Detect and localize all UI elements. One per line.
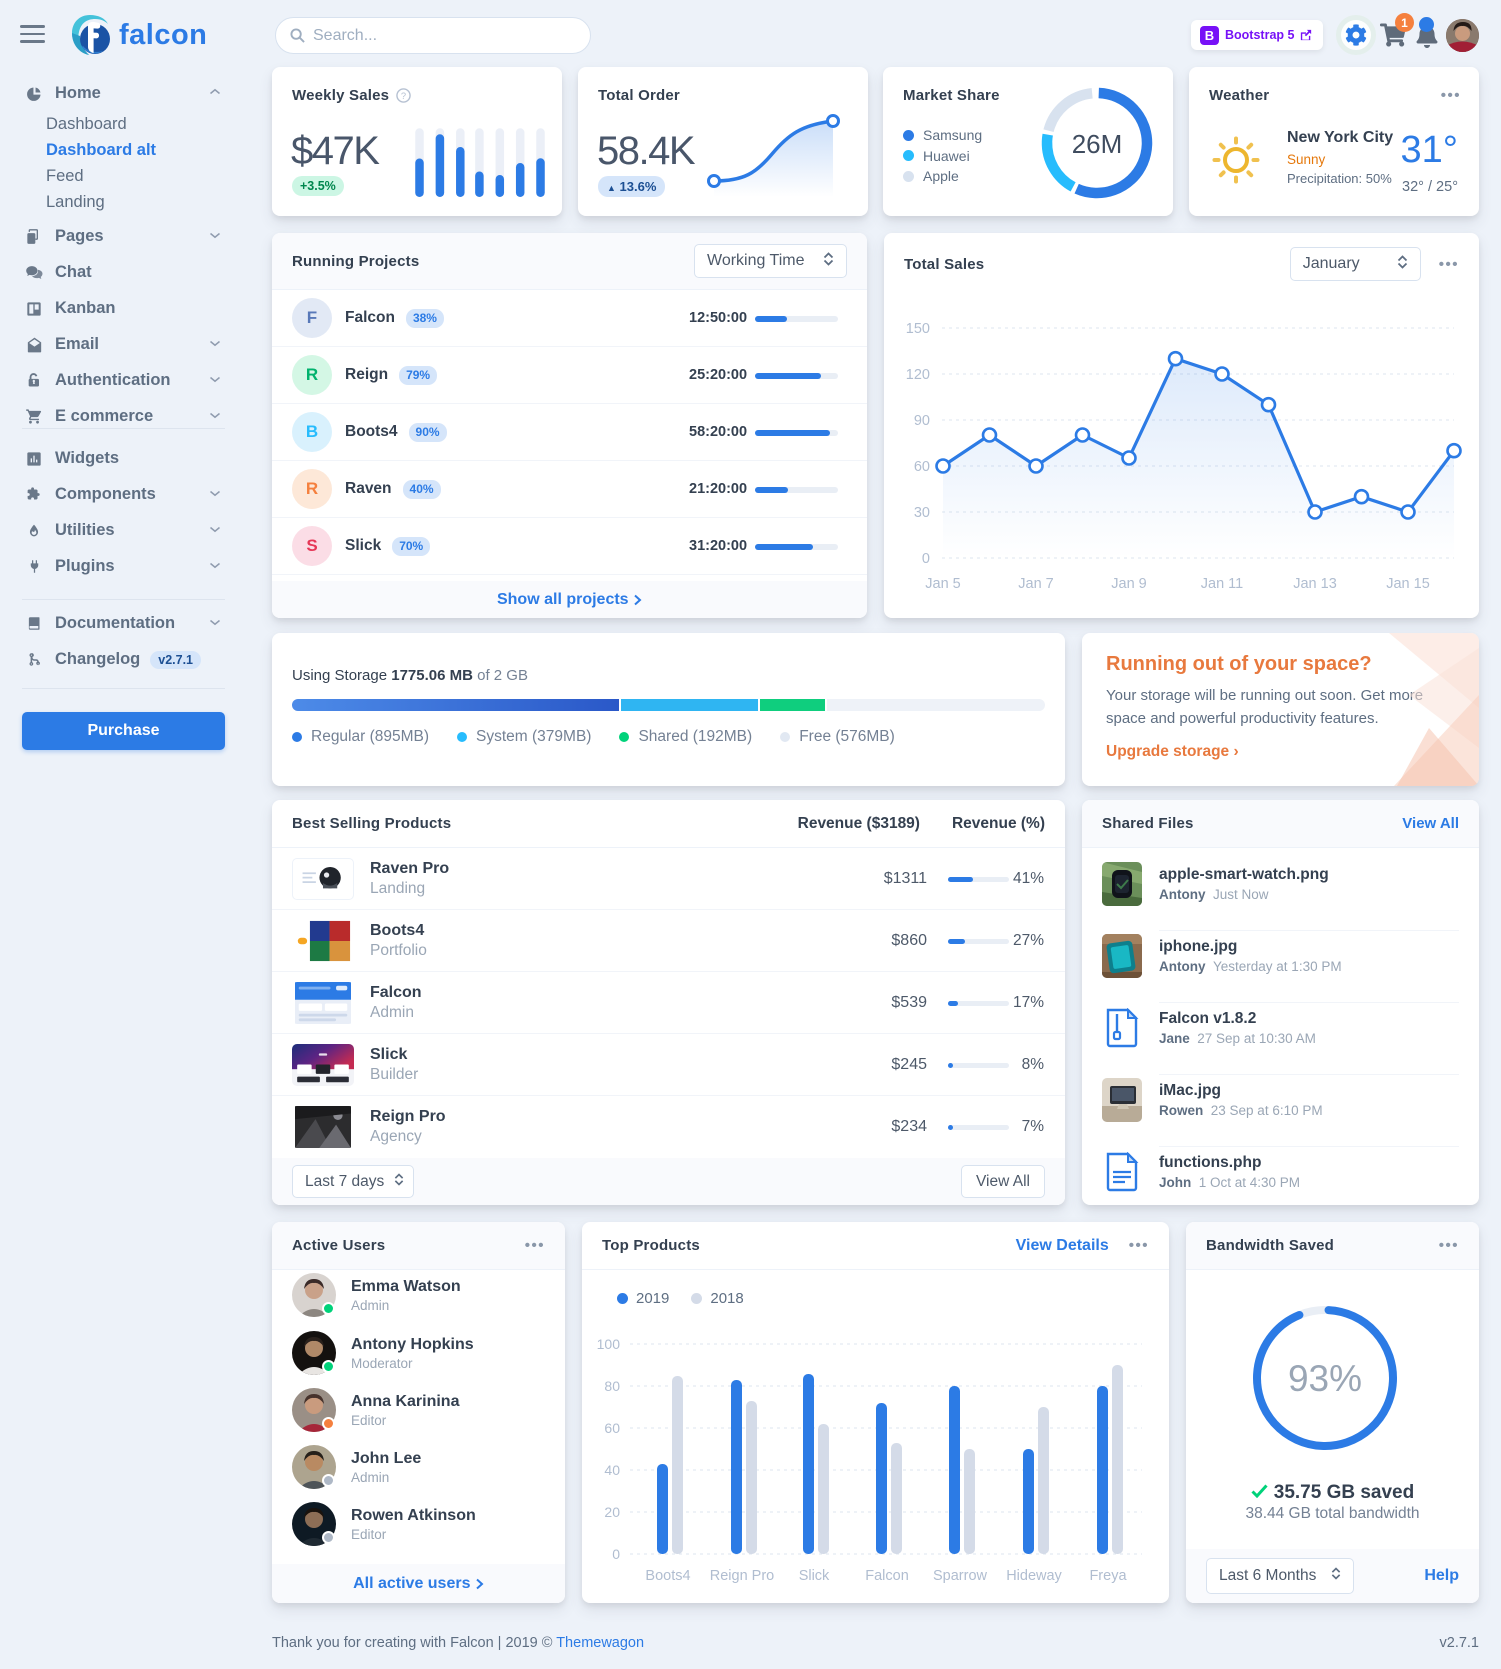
svg-text:30: 30 (914, 505, 930, 521)
svg-text:150: 150 (906, 321, 930, 337)
svg-text:80: 80 (604, 1378, 620, 1394)
svg-text:Jan 5: Jan 5 (925, 576, 960, 592)
svg-text:20: 20 (604, 1504, 620, 1520)
svg-text:Jan 11: Jan 11 (1201, 576, 1243, 592)
svg-text:Reign Pro: Reign Pro (710, 1568, 774, 1584)
svg-text:26M: 26M (1072, 129, 1123, 159)
svg-text:0: 0 (612, 1546, 620, 1562)
svg-text:90: 90 (914, 413, 930, 429)
svg-text:Slick: Slick (799, 1568, 830, 1584)
svg-text:Jan 13: Jan 13 (1293, 576, 1337, 592)
svg-text:120: 120 (906, 367, 930, 383)
svg-text:?: ? (401, 91, 406, 101)
svg-text:0: 0 (922, 551, 930, 567)
svg-text:Boots4: Boots4 (645, 1568, 690, 1584)
svg-text:Falcon: Falcon (865, 1568, 909, 1584)
svg-text:Freya: Freya (1089, 1568, 1127, 1584)
svg-text:60: 60 (914, 459, 930, 475)
svg-text:Jan 7: Jan 7 (1018, 576, 1053, 592)
svg-text:93%: 93% (1288, 1358, 1362, 1399)
svg-text:40: 40 (604, 1462, 620, 1478)
svg-text:Jan 9: Jan 9 (1111, 576, 1146, 592)
svg-text:Hideway: Hideway (1006, 1568, 1062, 1584)
svg-text:60: 60 (604, 1420, 620, 1436)
svg-text:Sparrow: Sparrow (933, 1568, 988, 1584)
svg-text:100: 100 (597, 1336, 621, 1352)
svg-text:Jan 15: Jan 15 (1386, 576, 1430, 592)
